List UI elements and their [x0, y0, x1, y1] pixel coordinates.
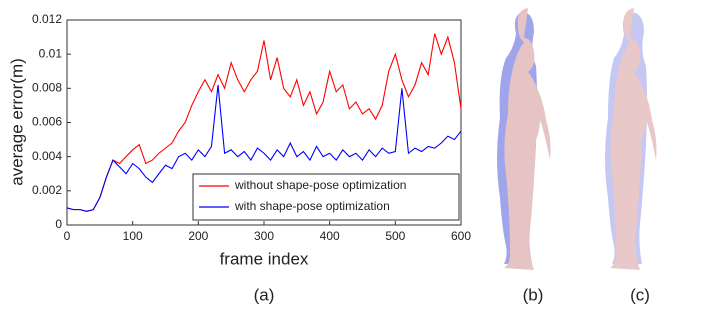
x-axis-label: frame index — [220, 249, 309, 268]
legend-label: without shape-pose optimization — [234, 178, 406, 192]
caption: (c) — [630, 285, 650, 304]
y-tick-label: 0.008 — [32, 81, 62, 95]
data-line — [66, 84, 462, 212]
x-tick-label: 200 — [188, 229, 208, 243]
legend-box — [192, 173, 460, 221]
y-tick-label: 0 — [55, 217, 62, 231]
y-tick-label: 0.004 — [32, 149, 62, 163]
x-tick-label: 0 — [64, 229, 71, 243]
x-tick-label: 500 — [385, 229, 405, 243]
y-tick-label: 0.01 — [39, 46, 63, 60]
x-tick-label: 400 — [320, 229, 340, 243]
caption: (b) — [523, 285, 544, 304]
y-axis-label: average error(m) — [7, 58, 26, 186]
y-tick-label: 0.012 — [32, 12, 62, 26]
body-render-b — [497, 8, 551, 270]
x-tick-label: 300 — [254, 229, 274, 243]
body-render-c — [605, 8, 657, 270]
legend-label: with shape-pose optimization — [234, 199, 390, 213]
y-tick-label: 0.002 — [32, 183, 62, 197]
data-line — [66, 33, 462, 212]
caption: (a) — [254, 285, 275, 304]
x-tick-label: 100 — [123, 229, 143, 243]
y-tick-label: 0.006 — [32, 115, 62, 129]
legend: without shape-pose optimization with shap… — [192, 173, 460, 221]
x-tick-label: 600 — [451, 229, 471, 243]
